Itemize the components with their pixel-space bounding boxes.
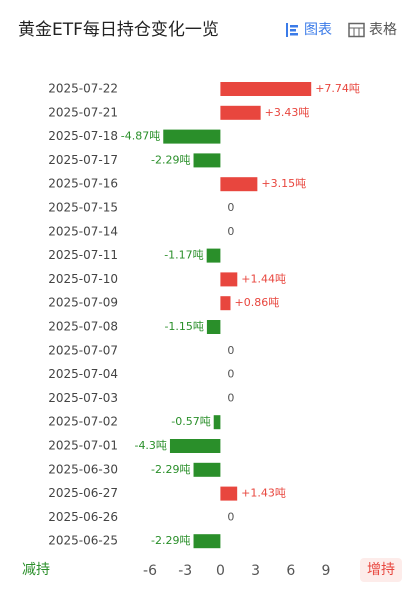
category-label: 2025-07-08 [48, 320, 118, 334]
value-label: 0 [227, 344, 234, 357]
x-tick-label: -3 [178, 563, 192, 579]
value-label: -1.15吨 [164, 320, 203, 333]
value-label: +0.86吨 [234, 296, 279, 309]
bar [220, 105, 261, 120]
value-label: +3.43吨 [265, 106, 310, 119]
bar [206, 248, 221, 263]
category-label: 2025-07-15 [48, 201, 118, 215]
bar [213, 415, 221, 430]
bar [220, 177, 258, 192]
value-label: +1.44吨 [241, 272, 286, 285]
icon [290, 29, 296, 32]
category-label: 2025-06-30 [48, 462, 118, 476]
icon [348, 22, 365, 38]
value-label: 0 [227, 368, 234, 381]
category-label: 2025-06-27 [48, 486, 118, 500]
value-label: -0.57吨 [171, 415, 210, 428]
category-label: 2025-07-09 [48, 296, 118, 310]
category-label: 2025-07-01 [48, 439, 118, 453]
icon [286, 23, 288, 37]
x-tick-label: 3 [251, 563, 260, 579]
value-label: 0 [227, 201, 234, 214]
category-label: 2025-07-22 [48, 82, 118, 96]
value-label: -2.29吨 [151, 534, 190, 547]
icon [290, 25, 298, 28]
bar [163, 129, 221, 144]
category-label: 2025-07-21 [48, 105, 118, 119]
bar [193, 534, 221, 549]
x-tick-label: -6 [143, 563, 157, 579]
bar [220, 82, 312, 96]
category-label: 2025-07-03 [48, 391, 118, 405]
title: 黄金ETF每日持仓变化一览 [18, 20, 219, 40]
x-tick-label: 0 [216, 563, 225, 579]
x-tick-label: 9 [322, 563, 331, 579]
category-label: 2025-07-16 [48, 177, 118, 191]
tab-label: 图表 [304, 22, 332, 38]
value-label: -4.3吨 [134, 439, 166, 452]
bar [169, 439, 221, 453]
category-label: 2025-07-10 [48, 272, 118, 286]
category-label: 2025-06-25 [48, 534, 118, 548]
value-label: -1.17吨 [164, 249, 203, 262]
bar [206, 320, 221, 334]
category-label: 2025-07-14 [48, 224, 118, 238]
bar [220, 486, 238, 501]
value-label: -2.29吨 [151, 463, 190, 476]
icon [290, 33, 298, 36]
category-label: 2025-07-11 [48, 248, 118, 262]
value-label: +3.15吨 [261, 177, 306, 190]
tab-chart[interactable]: 图表 [286, 22, 332, 38]
bar [193, 462, 221, 477]
annotation-bg [360, 558, 402, 582]
left-annotation: 减持 [22, 562, 50, 578]
value-label: +7.74吨 [315, 82, 360, 95]
right-annotation: 增持 [367, 562, 395, 578]
bar [193, 153, 221, 168]
category-label: 2025-07-04 [48, 367, 118, 381]
bar [220, 272, 238, 287]
value-label: 0 [227, 510, 234, 523]
tab-label: 表格 [369, 22, 397, 38]
value-label: -4.87吨 [121, 130, 160, 143]
tab-table[interactable]: 表格 [348, 22, 397, 38]
value-label: +1.43吨 [241, 487, 286, 500]
value-label: -2.29吨 [151, 153, 190, 166]
x-tick-label: 6 [286, 563, 295, 579]
category-label: 2025-06-26 [48, 510, 118, 524]
category-label: 2025-07-17 [48, 153, 118, 167]
category-label: 2025-07-02 [48, 415, 118, 429]
value-label: 0 [227, 391, 234, 404]
category-label: 2025-07-18 [48, 129, 118, 143]
category-label: 2025-07-07 [48, 343, 118, 357]
bar [220, 296, 231, 311]
value-label: 0 [227, 225, 234, 238]
